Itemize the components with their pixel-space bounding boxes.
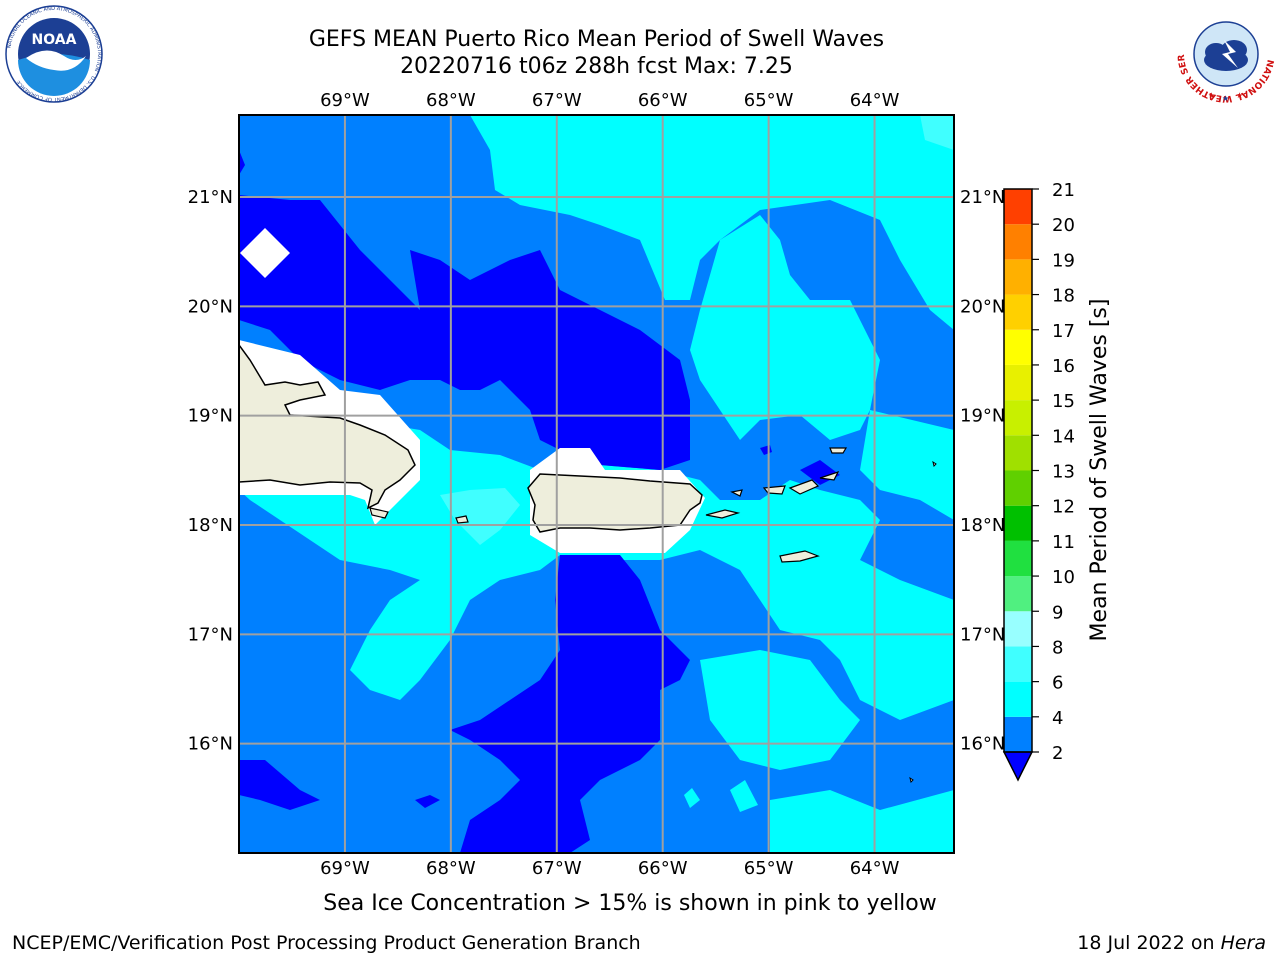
colorbar-tick-label: 2 (1052, 743, 1063, 764)
lat-label-left: 17°N (188, 624, 233, 645)
sea-ice-caption: Sea Ice Concentration > 15% is shown in … (323, 891, 937, 916)
nws-logo: NATIONAL WEATHER SERVICE ★ ★ ★ (1176, 4, 1275, 103)
noaa-logo-text: NOAA (32, 32, 77, 48)
latitude-labels: 21°N 21°N 20°N 20°N 19°N 19°N 18°N 18°N 17°N 17°N… (188, 187, 1006, 755)
colorbar-cell (1004, 329, 1032, 365)
colorbar-tick-label: 12 (1052, 497, 1075, 518)
lat-label-right: 21°N (960, 187, 1005, 208)
graticule (239, 115, 954, 853)
colorbar-cell (1004, 400, 1032, 436)
colorbar-cell (1004, 716, 1032, 752)
colorbar-tick-label: 13 (1052, 462, 1075, 483)
lat-label-right: 18°N (960, 515, 1005, 536)
colorbar-cell (1004, 435, 1032, 471)
lon-label-top: 69°W (320, 90, 370, 111)
footer-host: Hera (1220, 932, 1266, 954)
colorbar-cell (1004, 470, 1032, 506)
lon-label-bottom: 66°W (638, 858, 688, 879)
colorbar-cell (1004, 294, 1032, 330)
colorbar-tick-label: 21 (1052, 180, 1075, 201)
lon-label-bottom: 68°W (426, 858, 476, 879)
lat-label-right: 19°N (960, 406, 1005, 427)
lon-label-bottom: 69°W (320, 858, 370, 879)
colorbar-tick-label: 14 (1052, 426, 1075, 447)
lon-label-top: 67°W (532, 90, 582, 111)
svg-text:★: ★ (1222, 94, 1229, 103)
svg-text:★: ★ (1236, 91, 1243, 100)
colorbar-cell (1004, 224, 1032, 260)
colorbar-tick-label: 20 (1052, 215, 1075, 236)
swell-period-contours (239, 115, 954, 853)
colorbar-tick-label: 17 (1052, 321, 1075, 342)
colorbar-cell (1004, 189, 1032, 225)
lat-label-right: 17°N (960, 624, 1005, 645)
lat-label-left: 21°N (188, 187, 233, 208)
lon-label-bottom: 64°W (850, 858, 900, 879)
colorbar-tick-label: 8 (1052, 637, 1063, 658)
map-subtitle: 20220716 t06z 288h fcst Max: 7.25 (400, 54, 793, 79)
lon-label-bottom: 65°W (744, 858, 794, 879)
colorbar-cell (1004, 646, 1032, 682)
lon-label-top: 66°W (638, 90, 688, 111)
colorbar-tick-label: 9 (1052, 602, 1063, 623)
lat-label-left: 19°N (188, 406, 233, 427)
colorbar-tick-label: 15 (1052, 391, 1075, 412)
colorbar-cell (1004, 259, 1032, 295)
colorbar-tick-label: 19 (1052, 250, 1075, 271)
colorbar-tick-label: 18 (1052, 286, 1075, 307)
colorbar-tick-label: 4 (1052, 708, 1063, 729)
colorbar-tick-label: 6 (1052, 673, 1063, 694)
map-title: GEFS MEAN Puerto Rico Mean Period of Swe… (308, 27, 885, 52)
colorbar-cell (1004, 540, 1032, 577)
colorbar: 2 4 6 8 9 10 11 12 13 14 15 16 17 18 19 20 21 (1002, 180, 1075, 782)
colorbar-cell (1004, 364, 1032, 401)
colorbar-tick-label: 11 (1052, 532, 1075, 553)
footer-date-text: 18 Jul 2022 on (1077, 932, 1221, 954)
lon-label-top: 64°W (850, 90, 900, 111)
colorbar-cell (1004, 505, 1032, 541)
lat-label-left: 18°N (188, 515, 233, 536)
lat-label-right: 20°N (960, 296, 1005, 317)
colorbar-cell (1004, 576, 1032, 612)
footer-credit: NCEP/EMC/Verification Post Processing Pr… (12, 932, 641, 954)
lat-label-left: 16°N (188, 734, 233, 755)
noaa-logo: NATIONAL OCEANIC AND ATMOSPHERIC ADMINIS… (5, 5, 103, 103)
colorbar-label: Mean Period of Swell Waves [s] (1087, 299, 1112, 642)
colorbar-tick-label: 10 (1052, 567, 1075, 588)
map-frame (238, 114, 955, 854)
svg-text:★: ★ (1208, 91, 1215, 100)
lon-label-top: 65°W (744, 90, 794, 111)
colorbar-cell (1004, 681, 1032, 717)
lat-label-right: 16°N (960, 734, 1005, 755)
longitude-labels: 69°W 69°W 68°W 68°W 67°W 67°W 66°W 66°W 65°W 65°W… (320, 90, 900, 879)
colorbar-cell (1004, 611, 1032, 647)
colorbar-under-arrow (1002, 751, 1034, 782)
lon-label-top: 68°W (426, 90, 476, 111)
footer-date: 18 Jul 2022 on Hera (1077, 932, 1266, 954)
lat-label-left: 20°N (188, 296, 233, 317)
colorbar-tick-label: 16 (1052, 356, 1075, 377)
lon-label-bottom: 67°W (532, 858, 582, 879)
